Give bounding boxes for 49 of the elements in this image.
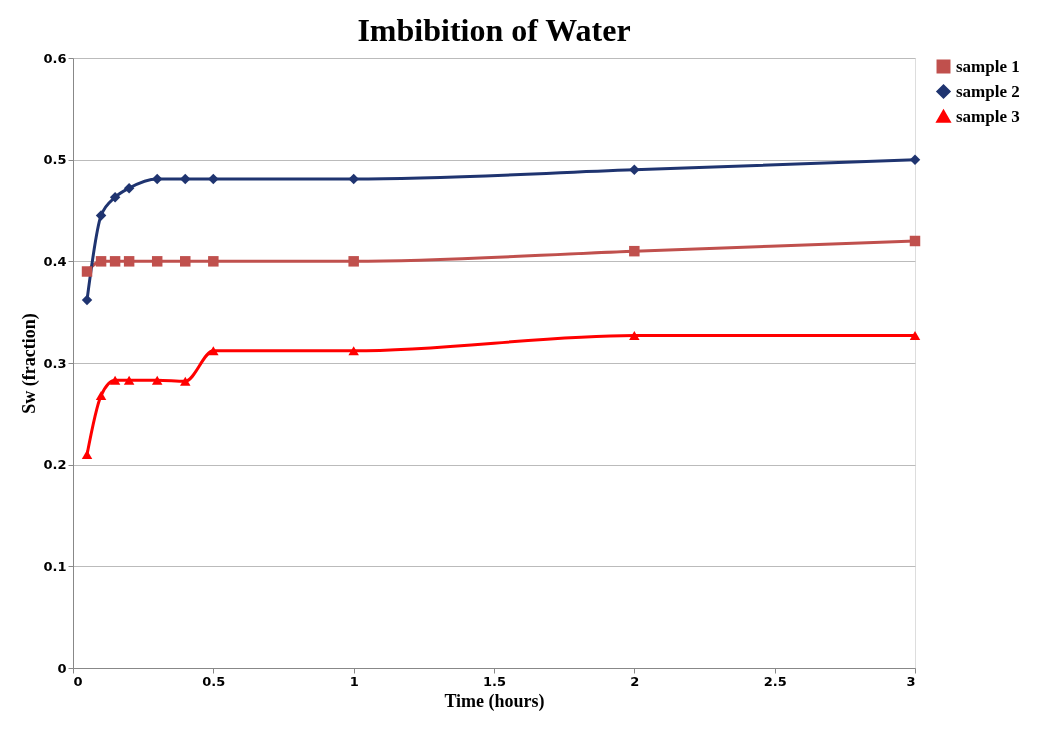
y-tick-label: 0.2 (43, 457, 67, 473)
point (208, 346, 219, 356)
point (208, 256, 219, 267)
point (123, 256, 135, 267)
legend-label: sample 1 (956, 56, 1020, 76)
point (109, 375, 121, 385)
point (81, 294, 93, 306)
y-tick-label: 0.3 (43, 355, 67, 371)
x-tick-label: 1.5 (482, 673, 507, 689)
y-tick-label: 0.4 (43, 253, 67, 269)
x-tick-label: 0.5 (202, 673, 226, 689)
point (95, 256, 107, 267)
chart-title: Imbibition of Water (357, 12, 631, 48)
point (109, 192, 121, 203)
point (629, 331, 640, 341)
point (348, 346, 359, 356)
x-tick-label: 2.5 (763, 673, 787, 689)
point (629, 164, 640, 176)
point (151, 375, 163, 385)
point (123, 182, 135, 194)
point (151, 256, 163, 267)
point (348, 173, 359, 185)
y-tick-label: 0 (57, 660, 67, 676)
point (180, 376, 191, 386)
legend-label: sample 3 (956, 106, 1020, 126)
point (95, 390, 107, 401)
y-tick-label: 0.1 (43, 558, 67, 574)
y-tick-label: 0.5 (43, 152, 67, 168)
x-tick-label: 0 (73, 673, 83, 689)
point (629, 245, 640, 257)
point (180, 173, 191, 185)
point (123, 375, 135, 385)
point (909, 331, 921, 341)
x-tick-label: 1 (349, 673, 359, 689)
point (95, 210, 107, 221)
point (208, 173, 219, 185)
x-axis-title: Time (hours) (444, 690, 545, 712)
point (909, 154, 921, 165)
y-axis-title: Sw (fraction) (19, 313, 41, 414)
x-tick-label: 2 (630, 673, 640, 689)
y-tick-label: 0.6 (43, 50, 67, 66)
point (909, 235, 921, 247)
point (109, 256, 121, 267)
point (81, 266, 93, 277)
point (180, 256, 191, 267)
x-tick-label: 3 (906, 673, 916, 689)
point (81, 449, 93, 460)
point (348, 256, 359, 267)
legend-label: sample 2 (956, 81, 1020, 101)
